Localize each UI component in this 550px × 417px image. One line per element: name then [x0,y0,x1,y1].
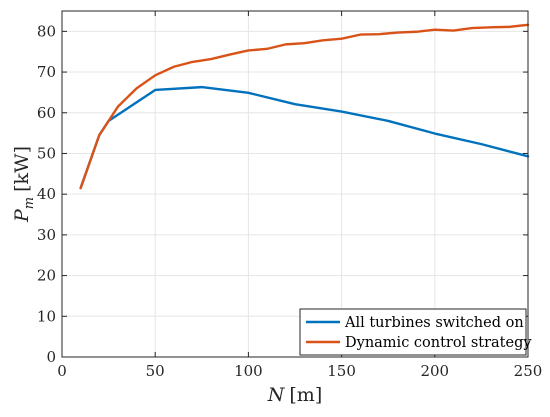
x-tick-label: 150 [327,362,356,380]
plot-area-frame [61,10,529,358]
x-axis-unit: [m] [289,384,322,406]
y-tick-label: 60 [37,104,56,122]
x-tick-label: 50 [146,362,165,380]
axis-labels: N [m] Pm [kW] [11,146,322,406]
x-tick-label: 100 [234,362,263,380]
legend-label-2: Dynamic control strategy [345,335,532,351]
y-tick-label: 20 [37,267,56,285]
y-tick-label: 0 [46,348,56,366]
y-tick-label: 70 [37,63,56,81]
y-axis-label: Pm [kW] [11,146,37,223]
x-tick-label: 200 [420,362,449,380]
legend-box [299,308,527,356]
y-axis-subscript: m [22,197,37,209]
x-axis-label: N [m] [267,384,322,406]
y-tick-label: 40 [37,185,56,203]
series-line-2 [79,23,530,190]
grid [61,11,529,358]
legend-label-1: All turbines switched on [344,315,524,331]
x-tick-label: 0 [57,362,67,380]
x-axis-symbol: N [267,384,286,406]
series-line-1 [79,85,530,190]
legend: All turbines switched on Dynamic control … [299,308,532,356]
plot-series [79,23,530,190]
y-tick-label: 50 [37,144,56,162]
y-axis-unit: [kW] [11,146,33,192]
y-tick-label: 10 [37,307,56,325]
axis-ticks: 0 50 100 150 200 250 0 10 20 30 40 50 60 70 80 [37,11,542,380]
y-tick-label: 30 [37,226,56,244]
y-tick-label: 80 [37,22,56,40]
y-axis-symbol: P [11,208,33,223]
x-tick-label: 250 [514,362,543,380]
